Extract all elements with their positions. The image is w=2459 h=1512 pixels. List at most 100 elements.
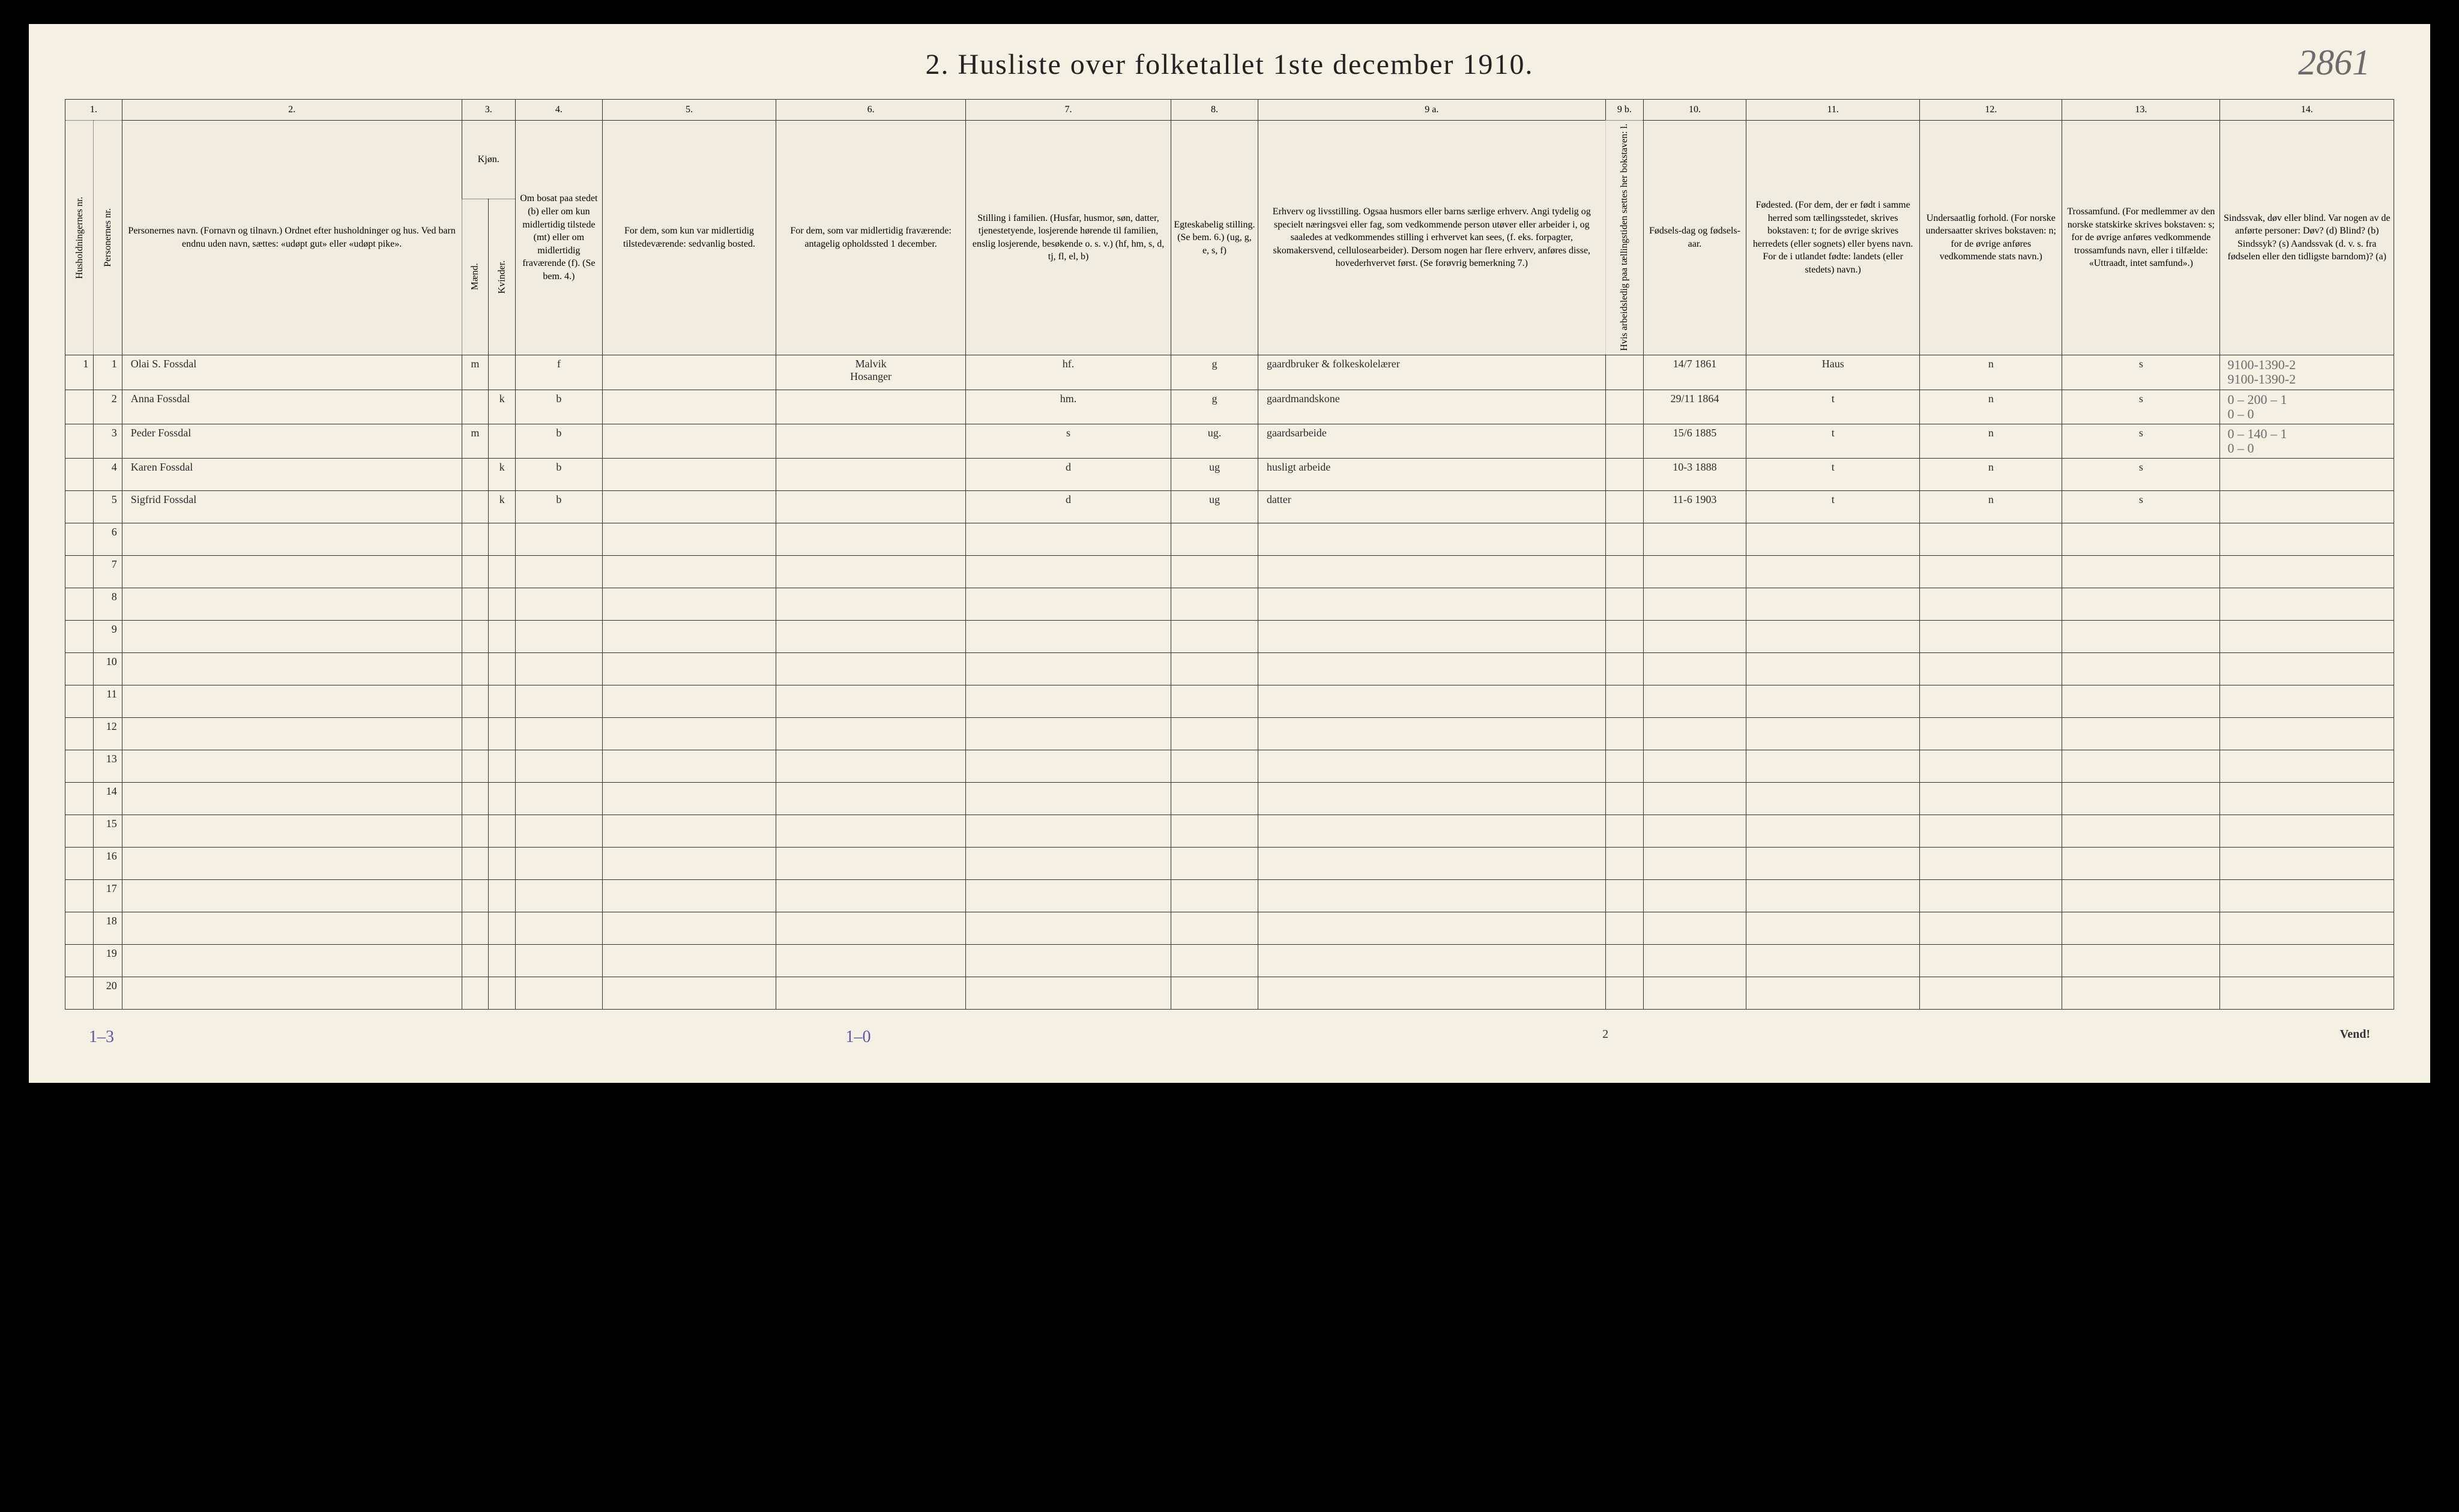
census-table: 1. 2. 3. 4. 5. 6. 7. 8. 9 a. 9 b. 10. 11…	[65, 99, 2394, 1010]
cell-empty	[489, 556, 516, 588]
cell-empty	[1258, 621, 1605, 653]
cell-empty	[1920, 523, 2062, 556]
cell-famstilling: d	[965, 491, 1171, 523]
cell-undersaat: n	[1920, 390, 2062, 424]
cell-empty	[1643, 815, 1746, 848]
cell-person-nr: 2	[94, 390, 122, 424]
cell-person-nr: 13	[94, 750, 122, 783]
cell-empty	[965, 718, 1171, 750]
cell-empty	[1171, 718, 1258, 750]
cell-empty	[2062, 523, 2220, 556]
cell-empty	[2220, 718, 2394, 750]
cell-fodested: t	[1746, 424, 1919, 458]
cell-hushold-nr	[65, 523, 94, 556]
cell-empty	[776, 556, 966, 588]
cell-empty	[1605, 977, 1643, 1010]
cell-empty	[489, 750, 516, 783]
hdr-stilling-familien: Stilling i familien. (Husfar, husmor, sø…	[965, 120, 1171, 355]
cell-kvinder: k	[489, 459, 516, 491]
cell-empty	[462, 750, 489, 783]
colnum-2: 2.	[122, 100, 462, 121]
cell-margin-note	[2220, 459, 2394, 491]
cell-empty	[1605, 718, 1643, 750]
cell-arbeidsledig	[1605, 390, 1643, 424]
cell-empty	[1746, 912, 1919, 945]
cell-empty	[965, 621, 1171, 653]
cell-empty	[515, 880, 602, 912]
colnum-11: 11.	[1746, 100, 1919, 121]
cell-famstilling: d	[965, 459, 1171, 491]
cell-hushold-nr	[65, 390, 94, 424]
cell-empty	[489, 718, 516, 750]
cell-hushold-nr	[65, 880, 94, 912]
cell-egteskab: ug.	[1171, 424, 1258, 458]
cell-empty	[1258, 718, 1605, 750]
cell-empty	[1258, 848, 1605, 880]
cell-empty	[2062, 848, 2220, 880]
colnum-3: 3.	[462, 100, 515, 121]
cell-person-nr: 19	[94, 945, 122, 977]
cell-empty	[462, 653, 489, 685]
cell-bosat: f	[515, 355, 602, 390]
cell-empty	[965, 750, 1171, 783]
cell-empty	[1605, 523, 1643, 556]
cell-empty	[122, 783, 462, 815]
cell-egteskab: g	[1171, 355, 1258, 390]
cell-person-nr: 20	[94, 977, 122, 1010]
cell-hushold-nr	[65, 977, 94, 1010]
cell-name: Peder Fossdal	[122, 424, 462, 458]
cell-empty	[1171, 912, 1258, 945]
cell-fravaerende	[776, 459, 966, 491]
cell-empty	[1258, 750, 1605, 783]
cell-hushold-nr	[65, 848, 94, 880]
cell-empty	[489, 621, 516, 653]
column-number-row: 1. 2. 3. 4. 5. 6. 7. 8. 9 a. 9 b. 10. 11…	[65, 100, 2394, 121]
table-row: 15	[65, 815, 2394, 848]
cell-maend: m	[462, 355, 489, 390]
table-row: 18	[65, 912, 2394, 945]
cell-hushold-nr	[65, 588, 94, 621]
cell-empty	[122, 880, 462, 912]
hdr-person-nr: Personernes nr.	[94, 120, 122, 355]
cell-empty	[1920, 848, 2062, 880]
cell-empty	[776, 912, 966, 945]
cell-empty	[602, 848, 776, 880]
cell-empty	[462, 621, 489, 653]
hdr-kvinder: Kvinder.	[489, 199, 516, 355]
cell-hushold-nr	[65, 491, 94, 523]
cell-empty	[122, 556, 462, 588]
cell-empty	[1920, 783, 2062, 815]
cell-empty	[602, 588, 776, 621]
cell-empty	[1171, 977, 1258, 1010]
cell-empty	[965, 880, 1171, 912]
hdr-fodested: Fødested. (For dem, der er født i samme …	[1746, 120, 1919, 355]
colnum-4: 4.	[515, 100, 602, 121]
cell-empty	[602, 977, 776, 1010]
cell-person-nr: 6	[94, 523, 122, 556]
hdr-arbeidsledig: Hvis arbeidsledig paa tællingstiden sætt…	[1605, 120, 1643, 355]
table-row: 3Peder Fossdalmbsug.gaardsarbeide15/6 18…	[65, 424, 2394, 458]
cell-arbeidsledig	[1605, 355, 1643, 390]
cell-fodested: t	[1746, 390, 1919, 424]
cell-empty	[1258, 945, 1605, 977]
cell-empty	[1605, 783, 1643, 815]
hdr-undersaat: Undersaatlig forhold. (For norske unders…	[1920, 120, 2062, 355]
cell-empty	[1605, 621, 1643, 653]
cell-empty	[462, 685, 489, 718]
cell-empty	[1920, 912, 2062, 945]
cell-person-nr: 7	[94, 556, 122, 588]
cell-empty	[965, 653, 1171, 685]
cell-empty	[515, 912, 602, 945]
colnum-12: 12.	[1920, 100, 2062, 121]
cell-bosat: b	[515, 390, 602, 424]
cell-empty	[776, 977, 966, 1010]
cell-fodested: Haus	[1746, 355, 1919, 390]
cell-empty	[776, 880, 966, 912]
cell-fodsel: 10-3 1888	[1643, 459, 1746, 491]
cell-famstilling: hm.	[965, 390, 1171, 424]
cell-person-nr: 10	[94, 653, 122, 685]
cell-empty	[776, 523, 966, 556]
table-row: 10	[65, 653, 2394, 685]
cell-empty	[122, 621, 462, 653]
cell-person-nr: 9	[94, 621, 122, 653]
